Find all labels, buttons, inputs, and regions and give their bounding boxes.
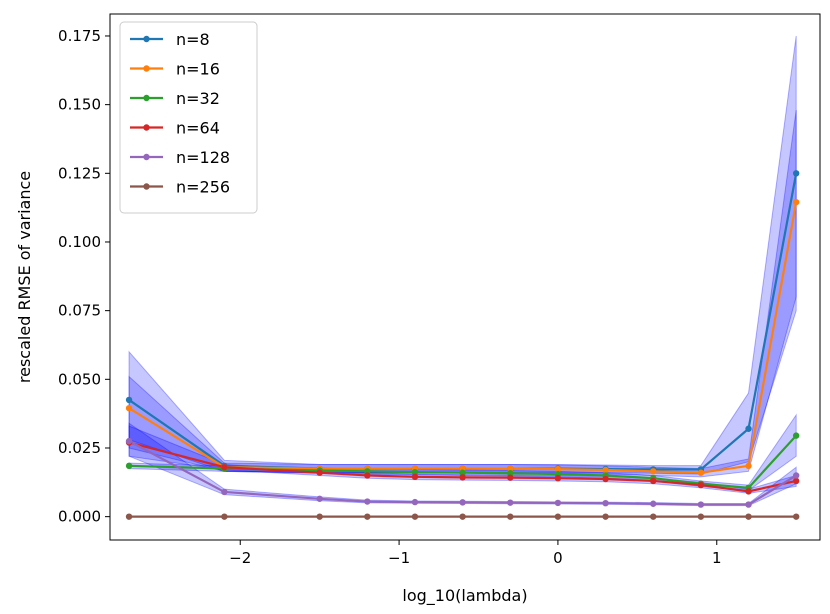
y-tick-label: 0.150 [58,96,101,114]
legend-marker [143,153,150,161]
legend[interactable]: n=8 n=16 n=32 n=64 n=128 n=256 [119,21,258,214]
y-axis-ticks: 0.000 0.025 0.050 0.075 0.100 0.125 0.150 0.175 [58,27,110,526]
point-n-32-4 [411,468,419,476]
point-n-128-12 [792,472,800,479]
point-n-128-2 [316,495,323,502]
point-n-128-1 [221,488,228,496]
point-n-128-10 [697,501,705,508]
point-n-256-9 [650,513,657,520]
point-n-16-6 [507,465,514,472]
point-n-32-5 [459,469,466,476]
point-n-256-0 [125,513,133,520]
legend-marker [143,94,150,102]
point-n-64-4 [411,473,419,481]
point-n-128-3 [364,498,371,505]
point-n-64-12 [792,477,800,485]
legend-label[interactable]: n=16 [176,60,220,79]
point-n-128-4 [411,498,419,506]
point-n-64-2 [316,469,323,476]
point-n-16-10 [697,469,705,476]
legend-marker [143,183,150,190]
plot-area-frame [109,13,821,541]
point-n-128-5 [459,499,466,506]
point-n-256-4 [411,513,419,520]
x-tick-label: −1 [388,549,410,567]
point-n-256-1 [221,513,228,520]
x-axis-label: log_10(lambda) [402,586,527,606]
legend-marker [143,124,150,131]
point-n-256-11 [745,513,752,520]
legend-label[interactable]: n=32 [176,89,220,108]
y-tick-label: 0.025 [58,439,101,457]
point-n-16-0 [125,404,133,412]
point-n-64-10 [697,481,705,489]
legend-label[interactable]: n=128 [176,148,230,167]
point-n-128-0 [125,437,133,445]
point-n-16-9 [650,468,657,475]
point-n-64-11 [745,488,752,495]
point-n-128-11 [745,501,752,508]
point-n-128-7 [554,499,562,507]
y-tick-label: 0.050 [58,370,101,388]
point-n-64-6 [507,474,514,481]
point-n-16-12 [792,198,800,206]
point-n-8-11 [745,425,752,432]
x-tick-label: 1 [712,549,722,567]
point-n-16-11 [745,462,752,470]
point-n-256-7 [554,513,562,520]
legend-box [119,21,258,214]
point-n-128-6 [507,499,514,506]
point-n-64-8 [602,475,609,483]
y-tick-label: 0.125 [58,164,101,182]
legend-marker [143,35,150,43]
point-n-16-8 [602,466,609,474]
point-n-256-8 [602,513,609,520]
point-n-128-9 [650,500,657,507]
point-n-32-0 [125,462,133,470]
point-n-32-6 [507,470,514,477]
point-n-8-12 [792,170,800,177]
y-tick-label: 0.000 [58,508,101,526]
x-axis-ticks: −2 −1 0 1 [229,540,722,567]
legend-marker [143,65,150,72]
point-n-256-3 [364,513,371,520]
point-n-64-5 [459,474,466,481]
y-tick-label: 0.175 [58,27,101,45]
point-n-64-1 [221,464,228,471]
point-n-256-10 [697,513,705,520]
point-n-256-12 [792,513,800,520]
y-tick-label: 0.075 [58,302,101,320]
series-points [125,170,800,520]
legend-label[interactable]: n=64 [176,119,220,138]
point-n-128-8 [602,499,609,507]
point-n-16-7 [554,465,562,473]
point-n-32-12 [792,432,800,439]
legend-label[interactable]: n=256 [176,178,230,197]
x-tick-label: 0 [553,549,563,567]
point-n-256-2 [316,513,323,520]
point-n-64-9 [650,477,657,485]
point-n-256-5 [459,513,466,520]
x-tick-label: −2 [229,549,251,567]
y-tick-label: 0.100 [58,233,101,251]
y-axis-label: rescaled RMSE of variance [15,171,34,383]
legend-label[interactable]: n=8 [176,30,210,49]
point-n-256-6 [507,513,514,520]
point-n-64-7 [554,474,562,482]
point-n-8-0 [125,396,133,404]
point-n-64-3 [364,472,371,479]
